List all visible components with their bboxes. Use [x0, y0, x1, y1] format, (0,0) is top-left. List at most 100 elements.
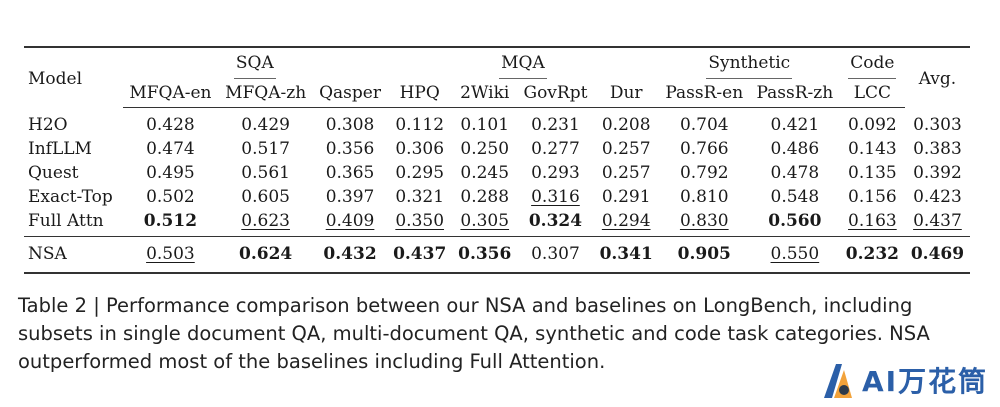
score-value: 0.257 [601, 163, 651, 183]
score-value: 0.307 [531, 244, 580, 264]
caption-line: outperformed most of the baselines inclu… [18, 350, 606, 373]
score-value: 0.409 [325, 211, 375, 231]
score-value: 0.101 [460, 115, 510, 135]
score-value: 0.257 [601, 139, 651, 159]
group-label: Synthetic [706, 51, 793, 79]
score-cell: 0.294 [593, 209, 659, 237]
score-value: 0.474 [146, 139, 195, 159]
score-value: 0.495 [146, 163, 195, 183]
score-cell: 0.503 [122, 236, 219, 274]
score-value: 0.486 [770, 139, 820, 159]
score-value: 0.305 [460, 211, 510, 231]
score-value: 0.905 [677, 244, 731, 264]
score-value: 0.605 [241, 187, 290, 207]
score-value: 0.232 [845, 244, 899, 264]
column-header-mfqa-zh: MFQA-zh [218, 79, 313, 108]
score-value: 0.383 [913, 139, 962, 159]
score-cell: 0.766 [659, 137, 750, 161]
column-header-govrpt: GovRpt [517, 79, 594, 108]
score-value: 0.321 [395, 187, 445, 207]
score-value: 0.308 [325, 115, 375, 135]
score-value: 0.135 [848, 163, 897, 183]
score-cell: 0.810 [659, 185, 750, 209]
score-value: 0.502 [146, 187, 195, 207]
score-value: 0.432 [323, 244, 377, 264]
score-value: 0.245 [460, 163, 510, 183]
score-value: 0.143 [848, 139, 897, 159]
score-cell: 0.316 [517, 185, 593, 209]
group-label: Code [848, 51, 897, 79]
score-value: 0.766 [679, 139, 729, 159]
score-cell: 0.623 [218, 209, 313, 237]
column-header-2wiki: 2Wiki [452, 79, 518, 108]
table-row-quest: Quest 0.495 0.561 0.365 0.295 0.245 0.293 0.257… [24, 161, 970, 185]
score-cell: 0.250 [452, 137, 517, 161]
caption-line: subsets in single document QA, multi-doc… [18, 322, 930, 345]
score-value: 0.623 [241, 211, 290, 231]
score-cell: 0.517 [218, 137, 313, 161]
model-name-cell: H2O [28, 114, 68, 135]
score-cell: 0.232 [839, 236, 905, 274]
score-cell: 0.308 [313, 108, 387, 138]
score-value: 0.437 [393, 244, 447, 264]
score-value: 0.503 [146, 244, 195, 264]
score-value: 0.428 [146, 115, 195, 135]
score-cell: 0.624 [218, 236, 313, 274]
score-value: 0.341 [599, 244, 653, 264]
group-header-mqa: MQA [387, 47, 659, 79]
results-table: Model SQA MQA Synthetic Code Avg. MFQA-en MFQ… [24, 46, 970, 274]
score-cell: 0.356 [313, 137, 387, 161]
score-cell: 0.295 [387, 161, 452, 185]
score-value: 0.548 [770, 187, 820, 207]
score-cell: 0.421 [750, 108, 840, 138]
score-value: 0.392 [913, 163, 962, 183]
score-cell: 0.792 [659, 161, 750, 185]
table-row-full-attn: Full Attn 0.512 0.623 0.409 0.350 0.305 0.324 0… [24, 209, 970, 237]
score-cell: 0.704 [659, 108, 750, 138]
group-header-sqa: SQA [123, 47, 388, 79]
score-value: 0.517 [241, 139, 290, 159]
score-value: 0.288 [460, 187, 510, 207]
table-header: Model SQA MQA Synthetic Code Avg. MFQA-en MFQ… [24, 47, 970, 108]
score-cell: 0.135 [840, 161, 905, 185]
score-value: 0.792 [679, 163, 729, 183]
score-value: 0.250 [460, 139, 510, 159]
table-row-infllm: InfLLM 0.474 0.517 0.356 0.306 0.250 0.277 0.25… [24, 137, 970, 161]
score-value: 0.316 [531, 187, 580, 207]
score-value: 0.356 [325, 139, 375, 159]
score-cell: 0.905 [658, 236, 750, 274]
score-cell: 0.293 [517, 161, 593, 185]
score-value: 0.306 [395, 139, 445, 159]
score-value: 0.429 [241, 115, 290, 135]
score-value: 0.156 [848, 187, 897, 207]
score-value: 0.478 [770, 163, 820, 183]
model-name-cell: InfLLM [28, 139, 92, 159]
score-cell: 0.512 [122, 209, 219, 237]
score-value: 0.112 [395, 115, 445, 135]
score-cell: 0.437 [387, 236, 453, 274]
score-cell: 0.341 [593, 236, 659, 274]
score-cell: 0.474 [123, 137, 219, 161]
score-value: 0.397 [325, 187, 375, 207]
score-cell: 0.257 [594, 161, 659, 185]
score-value: 0.277 [531, 139, 580, 159]
score-cell: 0.429 [218, 108, 313, 138]
watermark-logo: AI万花筒 [820, 360, 995, 400]
score-value: 0.291 [601, 187, 651, 207]
score-cell: 0.560 [749, 209, 840, 237]
score-value: 0.294 [601, 211, 651, 231]
avg-header: Avg. [918, 69, 957, 90]
score-cell: 0.306 [387, 137, 452, 161]
score-value: 0.295 [395, 163, 445, 183]
score-cell: 0.356 [452, 236, 518, 274]
score-cell: 0.156 [840, 185, 905, 209]
score-value: 0.810 [679, 187, 729, 207]
score-value: 0.365 [325, 163, 375, 183]
score-cell: 0.112 [387, 108, 452, 138]
score-cell: 0.486 [750, 137, 840, 161]
score-value: 0.437 [913, 211, 962, 231]
logo-mark-icon [824, 364, 852, 398]
score-cell: 0.478 [750, 161, 840, 185]
column-header-dur: Dur [593, 79, 659, 108]
score-value: 0.231 [531, 115, 580, 135]
